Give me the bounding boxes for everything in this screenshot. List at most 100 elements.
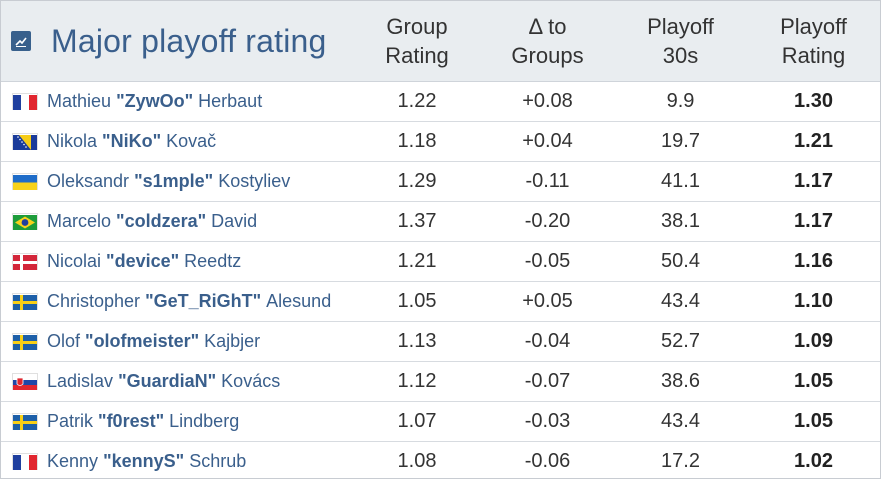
player-nickname: "ZywOo" bbox=[116, 91, 194, 111]
playoff-30s-cell: 19.7 bbox=[661, 130, 700, 152]
player-nickname: "olofmeister" bbox=[85, 331, 200, 351]
delta-to-groups-cell: -0.05 bbox=[524, 250, 571, 272]
delta-to-groups-cell: -0.03 bbox=[524, 410, 571, 432]
group-rating-cell: 1.05 bbox=[397, 290, 437, 312]
chart-logo-icon bbox=[11, 31, 31, 51]
column-header-playoff-30s: Playoff 30s bbox=[647, 14, 714, 68]
france-flag-icon bbox=[13, 94, 37, 110]
column-header-delta-to-groups: Δ to Groups bbox=[511, 14, 584, 68]
player-cell[interactable]: Marcelo "coldzera" David bbox=[1, 202, 353, 241]
table-row: Mathieu "ZywOo" Herbaut 1.22 +0.08 9.9 1.30 bbox=[1, 82, 880, 122]
table-row: Kenny "kennyS" Schrub 1.08 -0.06 17.2 1.02 bbox=[1, 442, 880, 481]
delta-to-groups-cell: -0.04 bbox=[524, 330, 571, 352]
group-rating-cell: 1.21 bbox=[397, 250, 437, 272]
player-first-name: Nikola bbox=[47, 131, 98, 151]
table-row: Ladislav "GuardiaN" Kovács 1.12 -0.07 38.6 1… bbox=[1, 362, 880, 402]
table-row: Nikola "NiKo" Kovač 1.18 +0.04 19.7 1.21 bbox=[1, 122, 880, 162]
table-title: Major playoff rating bbox=[51, 22, 327, 59]
slovakia-flag-icon bbox=[13, 374, 37, 390]
playoff-30s-cell: 38.6 bbox=[661, 370, 700, 392]
player-cell[interactable]: Oleksandr "s1mple" Kostyliev bbox=[1, 162, 353, 201]
player-nickname: "s1mple" bbox=[134, 171, 214, 191]
player-first-name: Patrik bbox=[47, 411, 94, 431]
column-header-group-rating: Group Rating bbox=[385, 14, 449, 68]
player-last-name: Lindberg bbox=[169, 411, 240, 431]
column-header-playoff-rating: Playoff Rating bbox=[780, 14, 847, 68]
playoff-30s-cell: 43.4 bbox=[661, 410, 700, 432]
player-nickname: "GeT_RiGhT" bbox=[145, 291, 262, 311]
group-rating-cell: 1.37 bbox=[397, 210, 437, 232]
table-row: Marcelo "coldzera" David 1.37 -0.20 38.1 1.1… bbox=[1, 202, 880, 242]
player-cell[interactable]: Christopher "GeT_RiGhT" Alesund bbox=[1, 282, 353, 321]
player-first-name: Ladislav bbox=[47, 371, 114, 391]
table-body: Mathieu "ZywOo" Herbaut 1.22 +0.08 9.9 1.30 N… bbox=[1, 82, 880, 481]
player-cell[interactable]: Ladislav "GuardiaN" Kovács bbox=[1, 362, 353, 401]
delta-to-groups-cell: +0.04 bbox=[522, 130, 573, 152]
playoff-30s-cell: 17.2 bbox=[661, 450, 700, 472]
delta-to-groups-cell: -0.11 bbox=[525, 170, 570, 192]
table-row: Olof "olofmeister" Kajbjer 1.13 -0.04 52.7 1… bbox=[1, 322, 880, 362]
playoff-30s-cell: 43.4 bbox=[661, 290, 700, 312]
table-row: Oleksandr "s1mple" Kostyliev 1.29 -0.11 41.… bbox=[1, 162, 880, 202]
player-nickname: "kennyS" bbox=[103, 451, 185, 471]
table-title-cell: Major playoff rating bbox=[1, 1, 353, 81]
playoff-30s-cell: 9.9 bbox=[666, 90, 695, 112]
france-flag-icon bbox=[13, 454, 37, 470]
delta-to-groups-cell: +0.08 bbox=[522, 90, 573, 112]
playoff-30s-cell: 50.4 bbox=[661, 250, 700, 272]
player-cell[interactable]: Patrik "f0rest" Lindberg bbox=[1, 402, 353, 441]
playoff-rating-cell: 1.21 bbox=[794, 130, 833, 152]
group-rating-cell: 1.18 bbox=[397, 130, 437, 152]
playoff-30s-cell: 38.1 bbox=[661, 210, 700, 232]
group-rating-cell: 1.29 bbox=[397, 170, 437, 192]
player-cell[interactable]: Nikola "NiKo" Kovač bbox=[1, 122, 353, 161]
player-cell[interactable]: Olof "olofmeister" Kajbjer bbox=[1, 322, 353, 361]
player-first-name: Marcelo bbox=[47, 211, 112, 231]
player-last-name: Schrub bbox=[189, 451, 247, 471]
player-nickname: "GuardiaN" bbox=[118, 371, 217, 391]
playoff-rating-cell: 1.10 bbox=[794, 290, 833, 312]
playoff-rating-cell: 1.05 bbox=[794, 410, 833, 432]
player-cell[interactable]: Kenny "kennyS" Schrub bbox=[1, 442, 353, 481]
group-rating-cell: 1.12 bbox=[397, 370, 437, 392]
player-last-name: Reedtz bbox=[184, 251, 242, 271]
playoff-rating-cell: 1.05 bbox=[794, 370, 833, 392]
player-first-name: Mathieu bbox=[47, 91, 112, 111]
group-rating-cell: 1.13 bbox=[397, 330, 437, 352]
playoff-rating-cell: 1.16 bbox=[794, 250, 833, 272]
delta-to-groups-cell: -0.07 bbox=[524, 370, 571, 392]
player-last-name: Herbaut bbox=[198, 91, 263, 111]
playoff-30s-cell: 41.1 bbox=[661, 170, 700, 192]
sweden-flag-icon bbox=[13, 294, 37, 310]
player-first-name: Christopher bbox=[47, 291, 141, 311]
sweden-flag-icon bbox=[13, 334, 37, 350]
group-rating-cell: 1.22 bbox=[397, 90, 437, 112]
player-first-name: Olof bbox=[47, 331, 81, 351]
playoff-rating-cell: 1.30 bbox=[794, 90, 833, 112]
delta-to-groups-cell: -0.06 bbox=[524, 450, 571, 472]
playoff-30s-cell: 52.7 bbox=[661, 330, 700, 352]
brazil-flag-icon bbox=[13, 214, 37, 230]
group-rating-cell: 1.07 bbox=[397, 410, 437, 432]
playoff-rating-cell: 1.09 bbox=[794, 330, 833, 352]
playoff-rating-cell: 1.17 bbox=[794, 170, 833, 192]
ukraine-flag-icon bbox=[13, 174, 37, 190]
player-nickname: "device" bbox=[106, 251, 180, 271]
player-cell[interactable]: Mathieu "ZywOo" Herbaut bbox=[1, 82, 353, 121]
denmark-flag-icon bbox=[13, 254, 37, 270]
player-nickname: "NiKo" bbox=[102, 131, 162, 151]
player-first-name: Nicolai bbox=[47, 251, 102, 271]
table-row: Christopher "GeT_RiGhT" Alesund 1.05 +0.05… bbox=[1, 282, 880, 322]
player-last-name: David bbox=[211, 211, 258, 231]
table-row: Nicolai "device" Reedtz 1.21 -0.05 50.4 1.16 bbox=[1, 242, 880, 282]
player-last-name: Kovač bbox=[166, 131, 217, 151]
player-nickname: "coldzera" bbox=[116, 211, 207, 231]
table-header: Major playoff rating Group Rating Δ to G… bbox=[1, 1, 880, 82]
player-cell[interactable]: Nicolai "device" Reedtz bbox=[1, 242, 353, 281]
player-last-name: Kovács bbox=[221, 371, 281, 391]
player-nickname: "f0rest" bbox=[98, 411, 165, 431]
playoff-rating-cell: 1.17 bbox=[794, 210, 833, 232]
group-rating-cell: 1.08 bbox=[397, 450, 437, 472]
player-last-name: Kostyliev bbox=[218, 171, 291, 191]
